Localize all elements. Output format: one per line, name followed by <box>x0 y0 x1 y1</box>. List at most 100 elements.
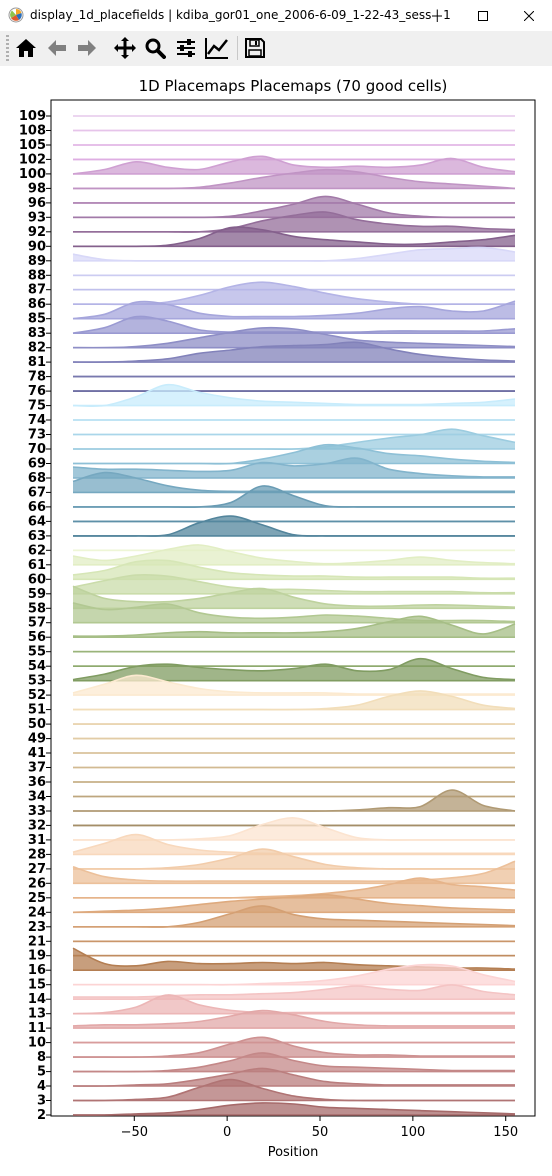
y-tick-label-90: 90 <box>28 239 46 254</box>
placemap-line-100 <box>72 155 516 175</box>
x-tick-label-100: 100 <box>400 1125 425 1140</box>
save-button[interactable] <box>241 34 269 62</box>
y-tick-label-86: 86 <box>28 297 46 312</box>
configure-subplots-button[interactable] <box>172 34 200 62</box>
y-tick-label-61: 61 <box>28 558 46 573</box>
y-tick-label-8: 8 <box>37 1050 46 1065</box>
placemap-area-8 <box>73 1037 515 1058</box>
placemap-area-92 <box>73 211 515 233</box>
y-tick-label-2: 2 <box>37 1108 46 1123</box>
close-icon <box>524 10 534 21</box>
placemap-area-25 <box>73 878 515 898</box>
placemap-line-68 <box>72 457 516 478</box>
y-tick-label-37: 37 <box>28 761 46 776</box>
placemap-area-82 <box>73 327 515 348</box>
y-tick-label-5: 5 <box>37 1065 46 1080</box>
placemap-line-59 <box>72 573 516 594</box>
placemap-area-70 <box>73 429 515 450</box>
y-tick-label-109: 109 <box>19 109 46 124</box>
placemap-area-86 <box>73 282 515 305</box>
placemap-line-81 <box>72 341 516 363</box>
y-tick-label-21: 21 <box>28 934 46 949</box>
y-tick-label-66: 66 <box>28 500 46 515</box>
forward-button[interactable] <box>73 34 101 62</box>
placemap-line-57 <box>72 602 516 623</box>
y-tick-label-85: 85 <box>28 312 46 327</box>
placemap-line-75 <box>72 383 516 408</box>
placemap-line-61 <box>72 544 516 565</box>
placemap-area-61 <box>73 544 515 565</box>
placemap-line-11 <box>72 1009 515 1027</box>
placemap-line-56 <box>72 615 516 637</box>
y-tick-label-25: 25 <box>28 891 46 906</box>
y-tick-label-14: 14 <box>28 992 46 1007</box>
y-tick-label-41: 41 <box>28 746 46 761</box>
placemap-area-31 <box>73 817 515 841</box>
y-tick-label-108: 108 <box>19 124 46 139</box>
y-tick-label-23: 23 <box>28 920 46 935</box>
y-tick-label-36: 36 <box>28 775 46 790</box>
y-tick-label-87: 87 <box>28 283 46 298</box>
y-tick-label-15: 15 <box>28 978 46 993</box>
arrow-right-icon <box>78 40 96 56</box>
placemap-area-69 <box>73 444 515 464</box>
y-tick-label-74: 74 <box>28 413 46 428</box>
y-tick-label-64: 64 <box>28 514 46 529</box>
placemap-area-59 <box>73 574 515 594</box>
y-tick-label-67: 67 <box>28 485 46 500</box>
y-tick-label-100: 100 <box>19 167 46 182</box>
close-button[interactable] <box>506 0 552 31</box>
matplotlib-icon <box>8 7 24 23</box>
y-tick-label-93: 93 <box>28 210 46 225</box>
placemap-line-24 <box>72 893 516 914</box>
y-tick-label-69: 69 <box>28 457 46 472</box>
y-tick-label-70: 70 <box>28 442 46 457</box>
arrow-left-icon <box>48 40 66 56</box>
y-tick-label-52: 52 <box>28 688 46 703</box>
window-titlebar: display_1d_placefields | kdiba_gor01_one… <box>0 0 552 31</box>
y-tick-label-59: 59 <box>28 587 46 602</box>
placemap-line-4 <box>72 1067 515 1087</box>
y-tick-label-50: 50 <box>28 717 46 732</box>
placemap-area-4 <box>73 1068 515 1087</box>
y-tick-label-4: 4 <box>37 1079 46 1094</box>
placemap-line-85 <box>72 300 516 320</box>
y-tick-label-54: 54 <box>28 659 46 674</box>
y-tick-label-26: 26 <box>28 876 46 891</box>
y-tick-label-76: 76 <box>28 384 46 399</box>
y-tick-label-51: 51 <box>28 703 46 718</box>
y-tick-label-19: 19 <box>28 949 46 964</box>
zoom-button[interactable] <box>141 34 169 62</box>
placemap-area-89 <box>73 247 515 261</box>
placemap-line-60 <box>72 559 516 580</box>
toolbar-grip[interactable] <box>6 35 9 61</box>
placemap-area-56 <box>73 616 515 638</box>
placemap-area-15 <box>73 964 515 985</box>
y-tick-label-88: 88 <box>28 268 46 283</box>
y-tick-label-63: 63 <box>28 529 46 544</box>
placemap-area-24 <box>73 894 515 913</box>
y-tick-label-31: 31 <box>28 833 46 848</box>
y-tick-label-49: 49 <box>28 732 46 747</box>
x-tick-label-0: 0 <box>223 1125 231 1140</box>
figure-canvas[interactable]: 1D Placemaps Placemaps (70 good cells) 10… <box>0 66 552 1176</box>
placemap-line-13 <box>72 994 515 1015</box>
placemaps-ridgeline-chart: 1D Placemaps Placemaps (70 good cells) 10… <box>19 77 536 1160</box>
maximize-button[interactable] <box>460 0 506 31</box>
move-icon <box>114 37 136 59</box>
x-tick-label-50: 50 <box>312 1125 329 1140</box>
edit-axis-button[interactable] <box>203 34 231 62</box>
y-tick-label-28: 28 <box>28 847 46 862</box>
placemap-area-57 <box>73 602 515 623</box>
y-tick-label-60: 60 <box>28 572 46 587</box>
minimize-button[interactable] <box>414 0 460 31</box>
placemap-area-33 <box>73 790 515 812</box>
back-button[interactable] <box>43 34 71 62</box>
placemap-area-93 <box>73 196 515 218</box>
placemap-line-53 <box>72 657 516 681</box>
placemap-area-83 <box>73 316 515 334</box>
placemap-area-81 <box>73 342 515 363</box>
y-tick-label-10: 10 <box>28 1036 46 1051</box>
home-button[interactable] <box>12 34 40 62</box>
pan-button[interactable] <box>111 34 139 62</box>
